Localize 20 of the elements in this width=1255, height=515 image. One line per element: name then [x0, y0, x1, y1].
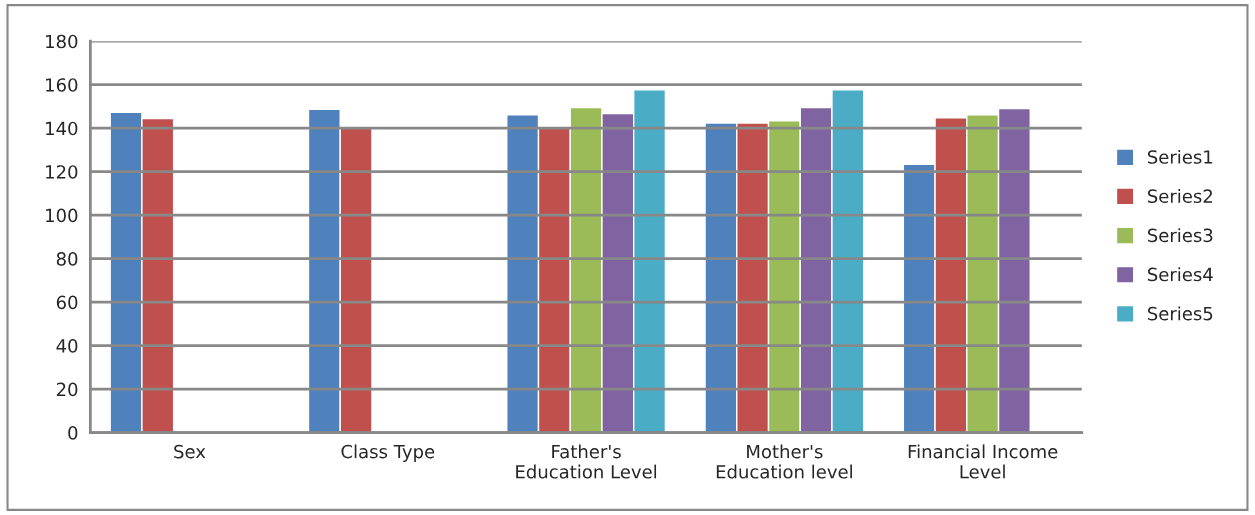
y-tick-label: 60: [56, 295, 78, 310]
legend-label: Series4: [1147, 267, 1213, 282]
y-tick-label: 40: [56, 339, 78, 353]
y-tick-label: 160: [46, 78, 78, 92]
y-tick-label: 180: [46, 34, 78, 49]
y-tick-label: 20: [56, 382, 78, 397]
y-tick-label: 120: [46, 165, 78, 179]
x-tick-label: Father's Education Level: [516, 444, 657, 479]
y-tick-label: 80: [56, 252, 78, 266]
x-tick-label: Financial Income Level: [908, 444, 1058, 479]
legend-label: Series5: [1147, 306, 1213, 321]
legend-label: Series3: [1147, 228, 1213, 243]
x-tick-label: Class Type: [341, 444, 435, 462]
y-tick-label: 100: [46, 208, 78, 223]
y-tick-label: 0: [68, 426, 78, 440]
x-tick-label: Mother's Education level: [716, 444, 852, 479]
legend-label: Series2: [1147, 189, 1212, 203]
y-tick-label: 140: [46, 121, 78, 136]
legend-label: Series1: [1147, 149, 1213, 164]
x-tick-label: Sex: [174, 444, 206, 459]
